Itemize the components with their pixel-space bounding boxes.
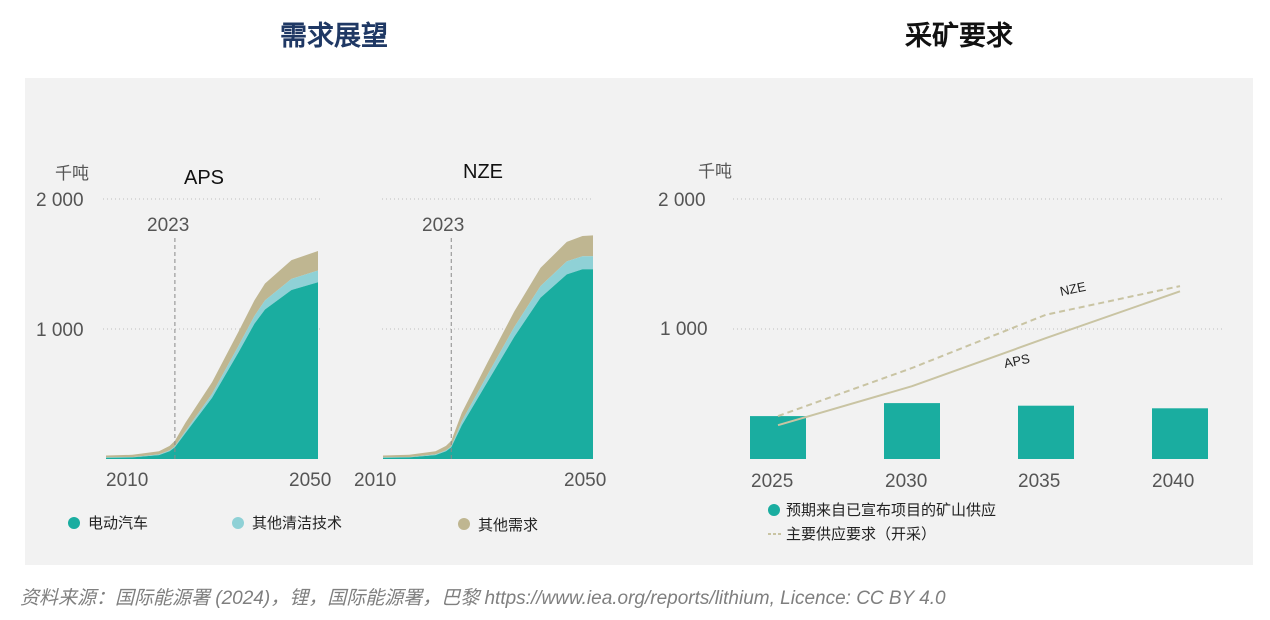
source-caption: 资料来源：国际能源署 (2024)，锂，国际能源署，巴黎 https://www… xyxy=(20,588,946,609)
supply-bar-2040 xyxy=(1152,408,1208,459)
aps-x-tick-2050: 2050 xyxy=(289,470,331,491)
chart-panel xyxy=(25,78,1253,565)
nze-area-ev xyxy=(383,269,593,459)
right-y-tick-1000: 1 000 xyxy=(660,319,708,340)
aps-scenario-label: APS xyxy=(184,167,224,189)
aps-x-tick-2010: 2010 xyxy=(106,470,148,491)
right-y-tick-2000: 2 000 xyxy=(658,190,706,211)
mining-requirements-heading: 采矿要求 xyxy=(905,21,1013,52)
nze-line-label: NZE xyxy=(1059,279,1088,299)
legend-swatch-ev xyxy=(68,517,80,529)
demand-outlook-heading: 需求展望 xyxy=(280,21,388,52)
nze-area-other xyxy=(383,235,593,458)
nze-scenario-label: NZE xyxy=(463,161,503,183)
right-x-tick-2025: 2025 xyxy=(751,471,793,492)
nze-x-tick-2010: 2010 xyxy=(354,470,396,491)
legend-label-clean-tech: 其他清洁技术 xyxy=(252,514,342,532)
supply-bar-2030 xyxy=(884,403,940,459)
legend-swatch-mine-supply xyxy=(768,504,780,516)
right-y-unit-label: 千吨 xyxy=(698,162,732,182)
legend-label-mine-supply: 预期来自已宣布项目的矿山供应 xyxy=(786,501,996,519)
aps-area-other xyxy=(106,251,318,458)
nze-requirement-line xyxy=(777,285,1181,418)
legend-label-other: 其他需求 xyxy=(478,516,538,534)
nze-x-tick-2050: 2050 xyxy=(564,470,606,491)
nze-2023-marker-label: 2023 xyxy=(422,215,464,236)
y-tick-1000: 1 000 xyxy=(36,320,84,341)
aps-requirement-line xyxy=(777,290,1181,427)
right-x-tick-2040: 2040 xyxy=(1152,471,1194,492)
y-tick-2000: 2 000 xyxy=(36,190,84,211)
aps-2023-marker-label: 2023 xyxy=(147,215,189,236)
legend-swatch-other xyxy=(458,518,470,530)
supply-bar-2035 xyxy=(1018,405,1074,459)
y-unit-label: 千吨 xyxy=(55,164,89,184)
legend-swatch-clean-tech xyxy=(232,517,244,529)
aps-area-ev xyxy=(106,282,318,459)
aps-line-label: APS xyxy=(1003,351,1032,371)
legend-label-supply-requirement: 主要供应要求（开采） xyxy=(786,525,936,543)
right-x-tick-2035: 2035 xyxy=(1018,471,1060,492)
legend-label-ev: 电动汽车 xyxy=(88,514,148,532)
supply-bar-2025 xyxy=(750,416,806,459)
right-x-tick-2030: 2030 xyxy=(885,471,927,492)
